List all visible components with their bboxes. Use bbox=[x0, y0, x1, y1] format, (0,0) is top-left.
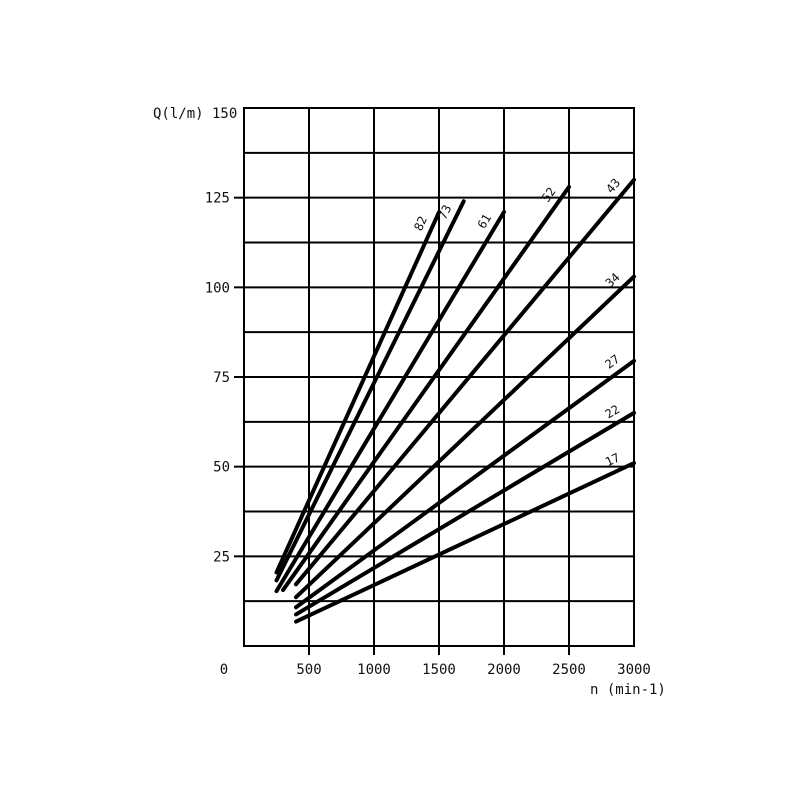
series-line-22 bbox=[294, 410, 636, 617]
y-tick-label: 50 bbox=[213, 460, 230, 476]
y-axis-label: Q(l/m) 150 bbox=[153, 106, 237, 122]
x-tick-label: 3000 bbox=[617, 662, 651, 678]
series-label-52: 52 bbox=[539, 185, 559, 205]
series-label-61: 61 bbox=[475, 211, 494, 231]
series-line-73 bbox=[274, 199, 466, 583]
x-tick-label: 2500 bbox=[552, 662, 586, 678]
series-label-27: 27 bbox=[602, 352, 622, 372]
series-label-17: 17 bbox=[603, 450, 622, 469]
x-tick-label: 0 bbox=[220, 662, 228, 678]
series-line-27 bbox=[294, 358, 636, 610]
x-tick-label: 1000 bbox=[357, 662, 391, 678]
y-tick-label: 75 bbox=[213, 370, 230, 386]
series-line-17 bbox=[294, 461, 636, 624]
series-line-43 bbox=[294, 177, 636, 587]
series-line-34 bbox=[294, 274, 636, 600]
labels: 25 50 75 100 125 Q(l/m) 150 0 500 1000 1500 2000 25… bbox=[153, 106, 666, 698]
x-tick-label: 1500 bbox=[422, 662, 456, 678]
y-tick-label: 100 bbox=[205, 280, 230, 296]
series-label-43: 43 bbox=[603, 176, 623, 196]
series-line-82 bbox=[274, 210, 441, 575]
y-tick-label: 25 bbox=[213, 549, 230, 565]
x-axis-label: n (min-1) bbox=[590, 682, 666, 698]
series-lines bbox=[274, 177, 636, 624]
series-label-73: 73 bbox=[435, 203, 454, 222]
y-tick-label: 125 bbox=[205, 191, 230, 207]
series-line-61 bbox=[274, 210, 506, 594]
x-tick-label: 500 bbox=[296, 662, 321, 678]
series-line-52 bbox=[281, 184, 571, 593]
x-tick-label: 2000 bbox=[487, 662, 521, 678]
series-label-22: 22 bbox=[603, 402, 623, 421]
series-label-82: 82 bbox=[411, 214, 430, 233]
